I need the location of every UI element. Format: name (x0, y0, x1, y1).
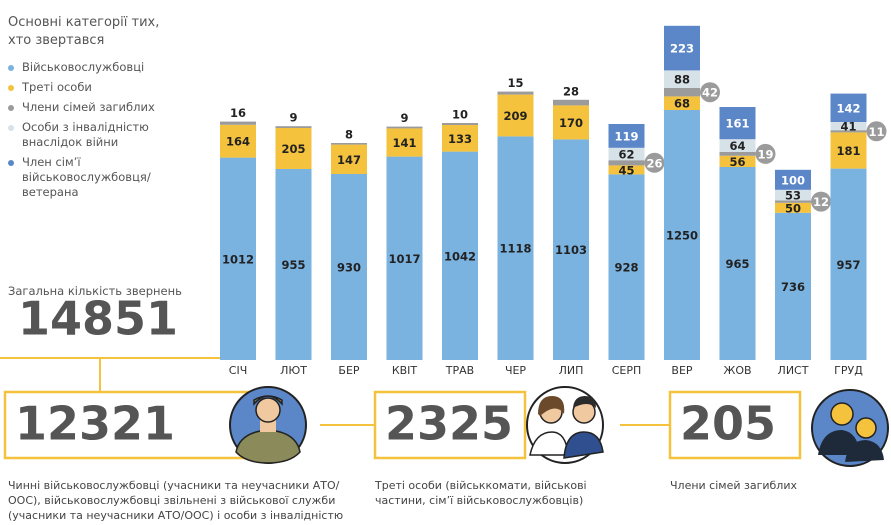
legend-label: Член сім’ї військовослужбовця/ ветерана (22, 155, 208, 200)
legend-swatch (8, 85, 14, 91)
value-label: 133 (448, 132, 472, 146)
bar-segment (442, 123, 478, 125)
x-tick-label: ЛИП (559, 364, 584, 377)
legend-swatch (8, 125, 14, 131)
value-label: 955 (281, 258, 305, 272)
value-label: 26 (646, 156, 662, 170)
value-label: 19 (757, 147, 773, 161)
value-label: 1250 (666, 229, 698, 243)
value-label: 12 (813, 195, 829, 209)
legend-label: Особи з інвалідністю внаслідок війни (22, 120, 208, 150)
bar-segment (331, 143, 367, 145)
bar-segment (220, 122, 256, 125)
value-label: 28 (563, 84, 579, 98)
x-tick-label: СІЧ (229, 364, 247, 377)
x-tick-label: ЛИСТ (778, 364, 809, 377)
value-label: 62 (618, 148, 634, 162)
value-label: 8 (345, 128, 353, 142)
value-label: 1012 (222, 252, 254, 266)
value-label: 164 (226, 135, 250, 149)
value-label: 119 (614, 129, 638, 143)
group-value: 12321 (15, 397, 175, 451)
value-label: 11 (868, 125, 884, 139)
value-label: 141 (392, 136, 416, 150)
value-label: 16 (230, 106, 246, 120)
bar-segment (276, 126, 312, 128)
value-label: 56 (729, 155, 745, 169)
value-label: 42 (702, 86, 718, 100)
legend-item: Особи з інвалідністю внаслідок війни (8, 120, 208, 150)
value-label: 161 (725, 117, 749, 131)
value-label: 181 (836, 144, 860, 158)
value-label: 1118 (499, 242, 531, 256)
legend-item: Треті особи (8, 80, 208, 95)
group-value: 2325 (385, 397, 513, 451)
value-label: 9 (400, 111, 408, 125)
legend-item: Член сім’ї військовослужбовця/ ветерана (8, 155, 208, 200)
value-label: 205 (281, 142, 305, 156)
x-tick-label: ЖОВ (723, 364, 751, 377)
x-tick-label: ТРАВ (445, 364, 474, 377)
value-label: 930 (337, 261, 361, 275)
bar-segment (553, 100, 589, 106)
group-description: Члени сімей загиблих (670, 478, 870, 493)
legend: Військовослужбовці Треті особи Члени сімей… (8, 60, 208, 205)
group-value: 205 (680, 397, 776, 451)
bar-segment (664, 88, 700, 96)
legend-swatch (8, 105, 14, 111)
chart-title: Основні категорії тих, хто звертався (8, 14, 178, 50)
legend-label: Військовослужбовці (22, 60, 144, 75)
value-label: 928 (614, 261, 638, 275)
value-label: 209 (503, 109, 527, 123)
value-label: 142 (836, 101, 860, 115)
value-label: 15 (507, 76, 523, 90)
x-tick-label: ЛЮТ (280, 364, 307, 377)
family-icon (812, 390, 888, 466)
x-tick-label: ЧЕР (505, 364, 526, 377)
value-label: 100 (781, 173, 805, 187)
value-label: 1042 (444, 249, 476, 263)
value-label: 223 (670, 42, 694, 56)
soldier-icon (230, 387, 306, 463)
value-label: 68 (674, 97, 690, 111)
value-label: 957 (836, 258, 860, 272)
summary-total: 14851 (18, 292, 178, 346)
group-description: Чинні військовослужбовці (учасники та не… (8, 478, 348, 525)
x-tick-label: ВЕР (671, 364, 692, 377)
summary-label: Загальна кількість звернень (8, 284, 182, 298)
bar-segment (387, 127, 423, 129)
value-label: 50 (785, 201, 801, 215)
bar-segment (498, 92, 534, 95)
legend-label: Треті особи (22, 80, 92, 95)
x-tick-label: БЕР (338, 364, 359, 377)
value-label: 10 (452, 108, 468, 122)
value-label: 1017 (388, 252, 420, 266)
legend-swatch (8, 65, 14, 71)
legend-item: Військовослужбовці (8, 60, 208, 75)
value-label: 45 (618, 163, 634, 177)
value-label: 147 (337, 153, 361, 167)
value-label: 88 (674, 73, 690, 87)
legend-label: Члени сімей загиблих (22, 100, 155, 115)
value-label: 965 (725, 257, 749, 271)
value-label: 64 (729, 139, 745, 153)
value-label: 9 (289, 111, 297, 125)
people-icon (527, 387, 603, 463)
legend-swatch (8, 160, 14, 166)
value-label: 1103 (555, 243, 587, 257)
value-label: 736 (781, 280, 805, 294)
group-description: Треті особи (військкомати, військові час… (375, 478, 625, 508)
infographic: 14851 12321 2325 205 СІЧ101216416ЛЮТ9552… (0, 0, 891, 525)
legend-item: Члени сімей загиблих (8, 100, 208, 115)
x-tick-label: КВІТ (392, 364, 418, 377)
value-label: 53 (785, 189, 801, 203)
value-label: 170 (559, 116, 583, 130)
x-tick-label: ГРУД (834, 364, 863, 377)
x-tick-label: СЕРП (612, 364, 642, 377)
